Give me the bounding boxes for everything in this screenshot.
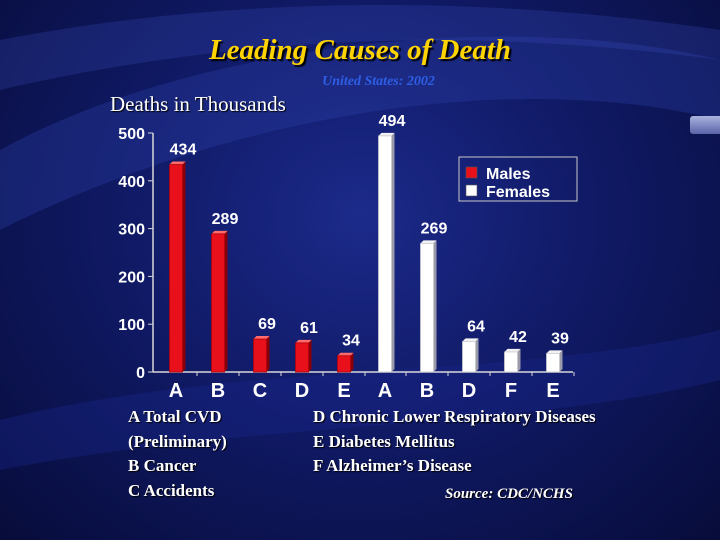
- bar-value-label: 494: [379, 113, 406, 130]
- x-tick-label: E: [337, 380, 350, 402]
- bar-top: [378, 132, 395, 136]
- y-tick-label: 300: [118, 222, 145, 239]
- chart-subtitle: United States: 2002: [322, 74, 435, 89]
- y-axis-label: Deaths in Thousands: [110, 92, 286, 116]
- bar-side: [182, 161, 186, 372]
- bar-top: [420, 240, 437, 244]
- bar-side: [391, 132, 395, 372]
- x-tick-label: E: [546, 380, 559, 402]
- note-item: C Accidents: [128, 480, 215, 500]
- bar-value-label: 269: [421, 220, 448, 237]
- bar: [378, 135, 392, 373]
- bar-top: [504, 348, 521, 352]
- bar: [337, 355, 351, 373]
- x-tick-label: F: [505, 380, 517, 402]
- bar-side: [559, 350, 563, 372]
- bar-value-label: 42: [509, 329, 527, 346]
- note-item: (Preliminary): [128, 431, 227, 451]
- bar: [420, 243, 434, 373]
- note-item: A Total CVD: [128, 407, 222, 426]
- y-tick-label: 0: [136, 365, 145, 382]
- legend-label: Males: [486, 166, 531, 183]
- x-tick-label: A: [169, 380, 183, 402]
- bar-value-label: 64: [467, 318, 485, 335]
- x-tick-label: D: [462, 380, 476, 402]
- bar: [211, 233, 225, 373]
- y-tick-label: 200: [118, 269, 145, 286]
- legend-swatch: [465, 184, 478, 197]
- bar-top: [337, 352, 354, 356]
- legend-swatch: [465, 166, 478, 179]
- y-tick-label: 500: [118, 126, 145, 143]
- x-tick-label: B: [211, 380, 225, 402]
- legend-box: [458, 156, 578, 202]
- bar-side: [308, 339, 312, 372]
- legend-label: Females: [486, 184, 550, 201]
- chart-title: Leading Causes of Death: [208, 34, 512, 66]
- note-item: B Cancer: [128, 456, 197, 475]
- bar-value-label: 39: [551, 330, 569, 347]
- bar-top: [211, 230, 228, 234]
- y-tick-label: 100: [118, 317, 145, 334]
- y-tick-label: 400: [118, 174, 145, 191]
- note-item: F Alzheimer’s Disease: [313, 456, 472, 475]
- bar-side: [517, 348, 521, 372]
- x-tick-label: C: [253, 380, 267, 402]
- bar-value-label: 61: [300, 320, 318, 337]
- bar: [253, 338, 267, 373]
- bar-top: [169, 161, 186, 165]
- bar-side: [475, 338, 479, 372]
- bar-value-label: 289: [212, 211, 239, 228]
- bar: [295, 342, 309, 373]
- bar: [169, 164, 183, 373]
- note-item: E Diabetes Mellitus: [313, 431, 455, 451]
- source-note: Source: CDC/NCHS: [445, 486, 573, 502]
- bar-side: [433, 240, 437, 372]
- bar-top: [295, 339, 312, 343]
- bar-side: [350, 352, 354, 372]
- x-tick-label: D: [295, 380, 309, 402]
- bar: [546, 352, 560, 373]
- bar-value-label: 69: [258, 316, 276, 333]
- x-tick-label: B: [420, 380, 434, 402]
- bar-top: [462, 338, 479, 342]
- bar-value-label: 434: [170, 142, 197, 159]
- bar-top: [546, 350, 563, 354]
- notes-left: A Total CVD (Preliminary) B Cancer C Acc…: [128, 405, 227, 503]
- note-item: D Chronic Lower Respiratory Diseases: [313, 407, 596, 426]
- bar-side: [224, 230, 228, 372]
- bar: [462, 341, 476, 373]
- bar-top: [253, 336, 270, 340]
- x-tick-label: A: [378, 380, 392, 402]
- decorative-tab: [690, 116, 720, 134]
- notes-right: D Chronic Lower Respiratory Diseases E D…: [313, 405, 596, 479]
- bar-side: [266, 336, 270, 372]
- bar-value-label: 34: [342, 333, 360, 350]
- bar: [504, 351, 518, 373]
